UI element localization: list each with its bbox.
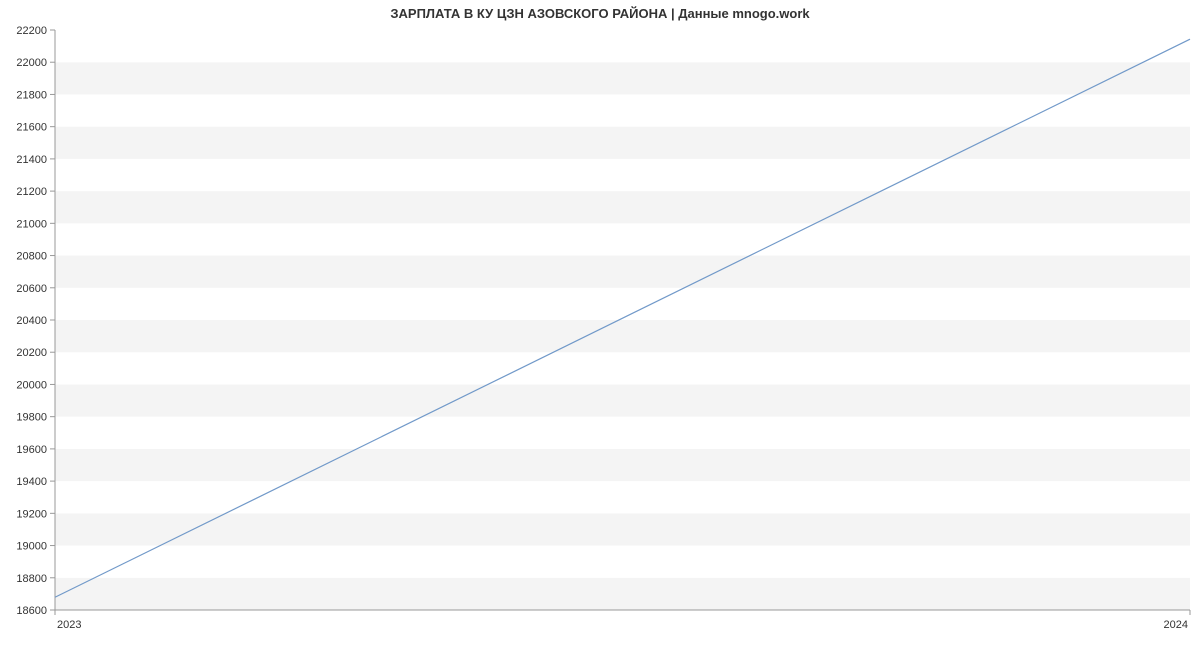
y-tick-label: 19400	[16, 476, 47, 488]
y-tick-label: 20400	[16, 315, 47, 327]
y-tick-label: 20000	[16, 379, 47, 391]
y-tick-label: 21400	[16, 154, 47, 166]
y-tick-label: 22200	[16, 25, 47, 37]
y-tick-label: 20800	[16, 251, 47, 263]
y-tick-label: 19000	[16, 541, 47, 553]
y-tick-label: 19800	[16, 412, 47, 424]
y-tick-label: 22000	[16, 57, 47, 69]
y-tick-label: 21200	[16, 186, 47, 198]
y-tick-label: 18600	[16, 605, 47, 617]
y-tick-label: 21600	[16, 122, 47, 134]
y-tick-label: 20200	[16, 347, 47, 359]
y-tick-label: 21000	[16, 218, 47, 230]
y-tick-label: 20600	[16, 283, 47, 295]
salary-line-chart: ЗАРПЛАТА В КУ ЦЗН АЗОВСКОГО РАЙОНА | Дан…	[0, 0, 1200, 650]
x-tick-label: 2023	[57, 619, 81, 631]
y-tick-label: 21800	[16, 89, 47, 101]
x-tick-label: 2024	[1164, 619, 1188, 631]
y-tick-label: 19600	[16, 444, 47, 456]
y-tick-label: 19200	[16, 508, 47, 520]
y-tick-label: 18800	[16, 573, 47, 585]
chart-svg: 18600 18800 19000 19200 19400 19600 19800 20000…	[0, 0, 1200, 650]
